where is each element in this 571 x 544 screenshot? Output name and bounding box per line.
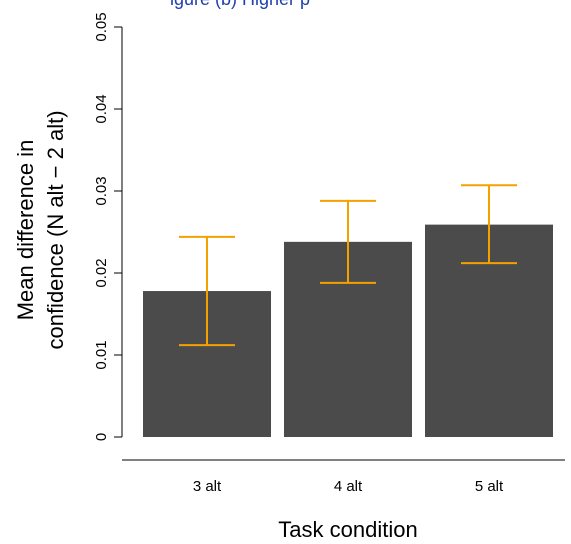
x-tick-label: 3 alt (193, 478, 222, 495)
y-tick-label: 0.04 (93, 94, 110, 123)
bars (143, 224, 553, 437)
y-tick-label: 0.01 (93, 340, 110, 369)
figure-caption-text: igure (b) Higher p (170, 0, 310, 9)
y-axis-title-line1: Mean difference in (13, 140, 38, 321)
y-tick-label: 0.05 (93, 12, 110, 41)
error-bars (179, 184, 517, 347)
x-axis: 3 alt 4 alt 5 alt (122, 459, 565, 495)
y-tick-label: 0.03 (93, 176, 110, 205)
y-axis-title-line2: confidence (N alt − 2 alt) (43, 110, 68, 349)
x-tick-label: 4 alt (334, 478, 363, 495)
x-tick-label: 5 alt (475, 478, 504, 495)
y-tick-label: 0.02 (93, 258, 110, 287)
figure-caption-cut: igure (b) Higher p (170, 0, 310, 9)
x-axis-title: Task condition (278, 517, 417, 542)
y-tick-label: 0 (93, 433, 110, 441)
y-axis: 0 0.01 0.02 0.03 0.04 0.05 (93, 12, 123, 441)
